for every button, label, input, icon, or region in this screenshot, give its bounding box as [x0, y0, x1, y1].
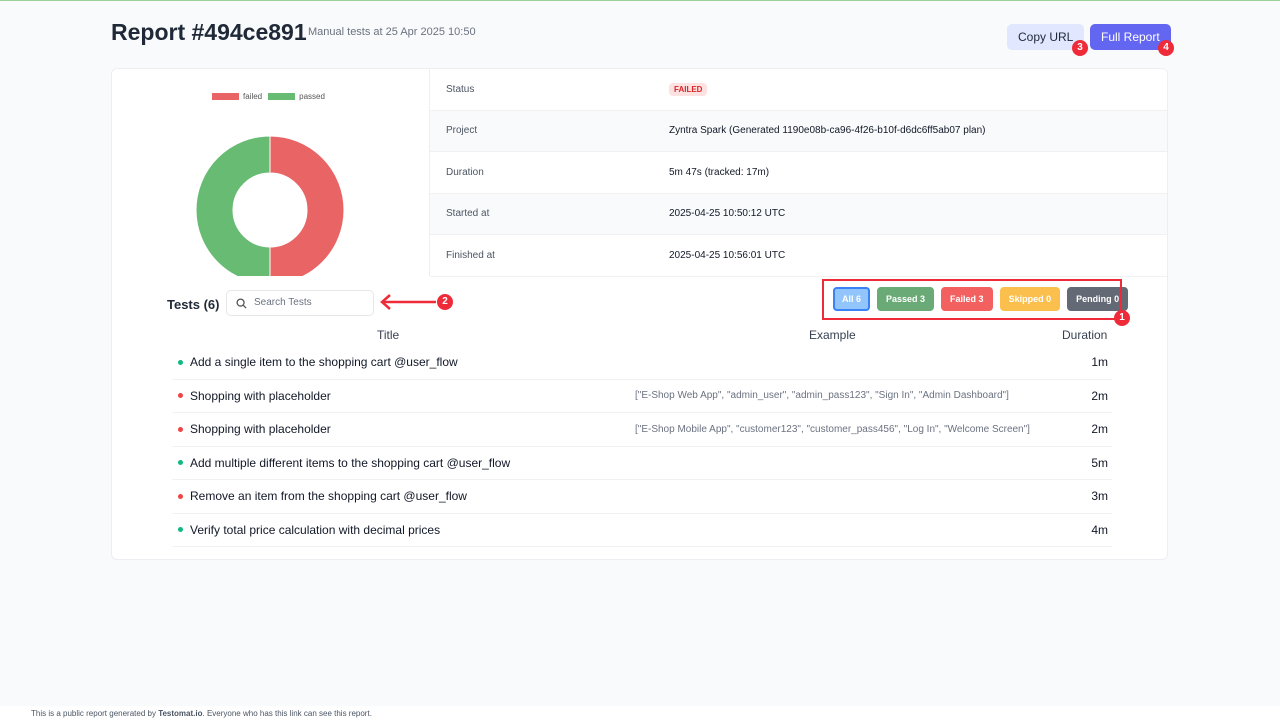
property-key: Finished at [446, 249, 495, 261]
status-passed-dot [178, 460, 183, 466]
test-duration: 5m [1091, 455, 1108, 470]
annotation-marker-2: 2 [437, 294, 453, 310]
status-failed-dot [178, 493, 183, 499]
test-example: ["E-Shop Mobile App", "customer123", "cu… [635, 423, 1030, 435]
test-row[interactable]: Verify total price calculation with deci… [172, 514, 1112, 547]
test-title[interactable]: Add a single item to the shopping cart @… [190, 355, 458, 370]
column-duration: Duration [1062, 328, 1108, 342]
annotation-marker-4: 4 [1158, 40, 1174, 56]
test-title[interactable]: Add multiple different items to the shop… [190, 455, 511, 470]
status-filters: All 6 Passed 3 Failed 3 Skipped 0 Pending 0 [833, 287, 1129, 311]
annotation-marker-3: 3 [1072, 40, 1088, 56]
column-title: Title [377, 328, 400, 342]
legend-passed: passed [268, 92, 325, 101]
annotation-highlight-box [822, 279, 1122, 320]
property-value: 2025-04-25 10:50:12 UTC [669, 208, 786, 220]
test-duration: 1m [1091, 355, 1108, 370]
test-row[interactable]: Add a single item to the shopping cart @… [172, 346, 1112, 380]
test-example: ["E-Shop Web App", "admin_user", "admin_… [635, 390, 1009, 402]
property-value: FAILED [669, 82, 708, 96]
full-report-button[interactable]: Full Report [1090, 24, 1171, 50]
test-row[interactable]: Remove an item from the shopping cart @u… [172, 480, 1112, 514]
chart-legend: failed passed [212, 92, 325, 101]
test-row[interactable]: Add multiple different items to the shop… [172, 447, 1112, 480]
test-row[interactable]: Shopping with placeholder ["E-Shop Web Ap… [172, 380, 1112, 413]
slice-passed [195, 135, 271, 276]
filter-pending-button[interactable]: Pending 0 [1067, 287, 1129, 311]
test-title[interactable]: Shopping with placeholder [190, 422, 331, 437]
test-duration: 4m [1091, 522, 1108, 537]
report-card: failed passed Status FAILED Project Zyntra … [111, 68, 1168, 560]
copy-url-button[interactable]: Copy URL [1007, 24, 1085, 50]
property-row: Duration 5m 47s (tracked: 17m) [430, 152, 1167, 194]
property-row: Status FAILED [430, 69, 1167, 111]
tests-heading: Tests (6) [167, 297, 220, 312]
property-row: Finished at 2025-04-25 10:56:01 UTC [430, 235, 1167, 277]
annotation-arrow-icon [380, 294, 436, 310]
search-tests-input[interactable]: Search Tests [226, 290, 374, 316]
tests-table: Add a single item to the shopping cart @… [172, 346, 1112, 547]
status-passed-dot [178, 527, 183, 533]
test-duration: 3m [1091, 489, 1108, 504]
test-title[interactable]: Shopping with placeholder [190, 388, 331, 403]
property-row: Project Zyntra Spark (Generated 1190e08b-… [430, 110, 1167, 152]
page-title: Report #494ce891 [111, 19, 307, 45]
page-subtitle: Manual tests at 25 Apr 2025 10:50 [308, 26, 476, 38]
property-key: Project [446, 125, 478, 137]
property-value: 2025-04-25 10:56:01 UTC [669, 249, 786, 261]
test-duration: 2m [1091, 422, 1108, 437]
footer: This is a public report generated by Tes… [0, 706, 1280, 721]
status-badge: FAILED [669, 82, 708, 96]
status-chart: failed passed [112, 69, 430, 276]
test-title[interactable]: Verify total price calculation with deci… [190, 522, 441, 537]
test-duration: 2m [1091, 388, 1108, 403]
donut-chart [195, 135, 345, 276]
testomat-link[interactable]: Testomat.io [158, 709, 203, 718]
property-value: 5m 47s (tracked: 17m) [669, 166, 770, 178]
filter-failed-button[interactable]: Failed 3 [941, 287, 993, 311]
status-failed-dot [178, 393, 183, 399]
property-key: Duration [446, 166, 484, 178]
status-passed-dot [178, 359, 183, 365]
filter-skipped-button[interactable]: Skipped 0 [999, 287, 1061, 311]
status-failed-dot [178, 426, 183, 432]
property-row: Started at 2025-04-25 10:50:12 UTC [430, 193, 1167, 235]
filter-all-button[interactable]: All 6 [833, 287, 871, 311]
filter-passed-button[interactable]: Passed 3 [877, 287, 935, 311]
search-icon [236, 298, 247, 309]
test-title[interactable]: Remove an item from the shopping cart @u… [190, 489, 467, 504]
column-example: Example [809, 328, 856, 342]
annotation-marker-1: 1 [1114, 310, 1130, 326]
property-key: Status [446, 83, 475, 95]
property-value: Zyntra Spark (Generated 1190e08b-ca96-4f… [669, 125, 986, 137]
report-properties: Status FAILED Project Zyntra Spark (Generat… [430, 69, 1167, 277]
search-placeholder: Search Tests [254, 297, 312, 308]
legend-failed: failed [212, 92, 262, 101]
test-row[interactable]: Shopping with placeholder ["E-Shop Mobile… [172, 413, 1112, 447]
property-key: Started at [446, 208, 490, 220]
slice-failed [269, 135, 345, 276]
